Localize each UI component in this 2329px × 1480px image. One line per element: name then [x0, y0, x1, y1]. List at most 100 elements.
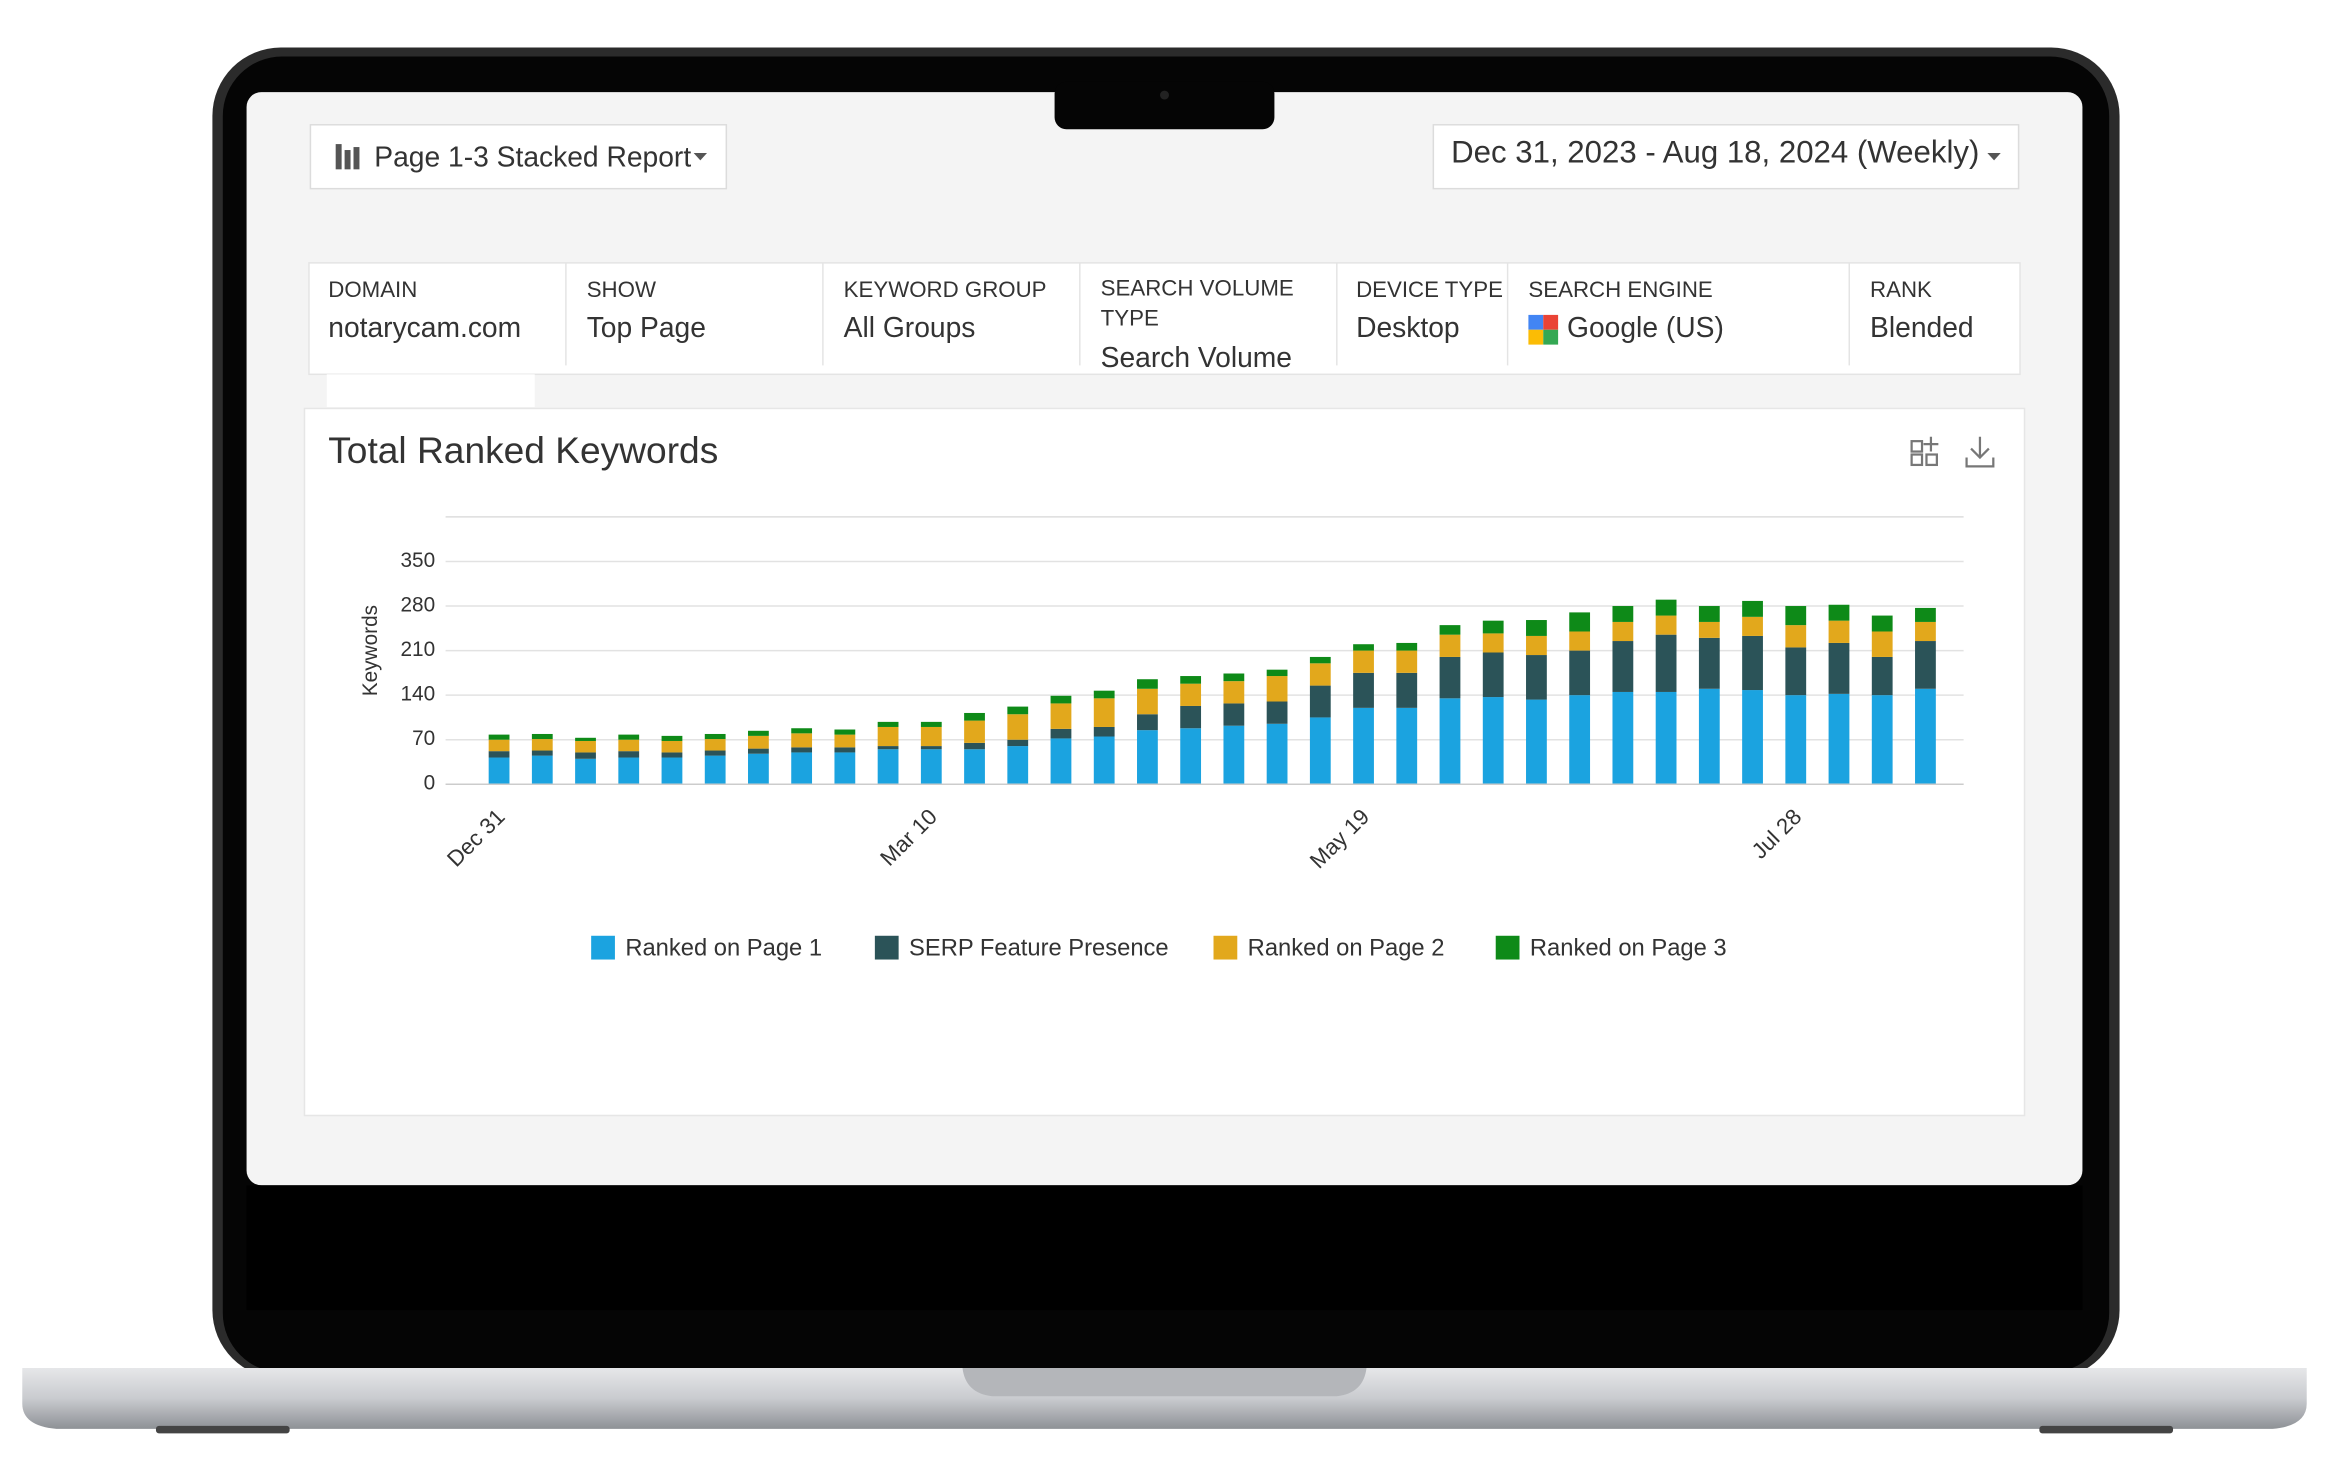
filter-value[interactable]: Top Page [587, 311, 706, 343]
bar-segment [920, 726, 942, 747]
bar-segment [1612, 641, 1634, 692]
y-tick-label: 0 [424, 772, 436, 795]
bar-segment [1007, 739, 1029, 747]
legend-label[interactable]: SERP Feature Presence [909, 934, 1169, 961]
filter-label: SHOW [587, 277, 656, 302]
bar-segment [1266, 701, 1288, 724]
legend-swatch [591, 935, 615, 960]
bar-segment [531, 733, 553, 740]
bar-segment [1828, 642, 1850, 694]
y-tick-label: 350 [401, 549, 436, 572]
filter-label-box: SEARCH VOLUME TYPE [1101, 276, 1294, 331]
y-tick-label: 210 [401, 638, 436, 661]
filter-value[interactable]: Desktop [1356, 311, 1460, 343]
google-icon-part [1543, 329, 1559, 345]
bar-segment [1353, 650, 1374, 673]
filter-value[interactable]: Blended [1870, 311, 1974, 343]
bar-segment [1309, 656, 1331, 664]
google-icon-part [1528, 329, 1544, 345]
bar-segment [618, 739, 640, 752]
bar-segment [748, 735, 769, 749]
bar-segment [661, 752, 683, 758]
bar-segment [1871, 695, 1893, 785]
bar-segment [1698, 606, 1720, 622]
bar-segment [964, 712, 985, 721]
bar-segment [531, 750, 553, 756]
bar-segment [1569, 650, 1591, 696]
bar-segment [1050, 703, 1072, 729]
date-dropdown[interactable] [1432, 124, 2020, 190]
bar-segment [1007, 706, 1029, 715]
bar-segment [1785, 695, 1807, 785]
legend-label[interactable]: Ranked on Page 3 [1530, 934, 1727, 961]
date-range[interactable]: Dec 31, 2023 - Aug 18, 2024 (Weekly) [1451, 135, 1979, 170]
bar-segment [1223, 703, 1245, 726]
bar-segment [618, 734, 640, 740]
filter-bar [308, 262, 2021, 376]
legend-label[interactable]: Ranked on Page 1 [625, 934, 822, 961]
bar-segment [1612, 621, 1634, 642]
bar-segment [1828, 604, 1850, 621]
bar-segment [1137, 730, 1158, 785]
bar-segment [661, 740, 683, 753]
filter-label: DEVICE TYPE [1356, 277, 1503, 302]
bar-segment [1698, 621, 1720, 638]
foot [2039, 1425, 2174, 1434]
bar-segment [1007, 714, 1029, 740]
bar-segment [791, 752, 813, 785]
report-dropdown[interactable] [309, 124, 728, 190]
bar-segment [1396, 707, 1418, 785]
bar-segment [791, 747, 813, 753]
bar-segment [1785, 606, 1807, 626]
bar-segment [1655, 615, 1677, 635]
bar-segment [1180, 676, 1202, 684]
bar-segment [1223, 673, 1245, 682]
bar-segment [704, 755, 726, 785]
bar-segment [791, 733, 813, 748]
bar-segment [1439, 625, 1461, 635]
bar-segment [1655, 634, 1677, 692]
filter-value[interactable]: notarycam.com [328, 311, 521, 343]
bar-segment [1698, 637, 1720, 689]
bar-segment [964, 749, 985, 785]
bar-segment [488, 751, 510, 758]
filter-value[interactable]: All Groups [844, 311, 976, 343]
bar-segment [748, 730, 769, 736]
bar-segment [1526, 699, 1547, 785]
caret [693, 152, 708, 161]
legend-swatch [1213, 935, 1238, 960]
filter-label: RANK [1870, 277, 1932, 302]
report-title[interactable]: Page 1-3 Stacked Report [374, 140, 691, 172]
bar-segment [1309, 663, 1331, 686]
y-tick-label: 280 [401, 594, 436, 617]
bar-segment [1482, 620, 1504, 634]
download-icon[interactable] [1965, 436, 1995, 468]
bar-segment [1915, 641, 1936, 689]
filter-tab [326, 374, 535, 407]
bar-segment [1309, 717, 1331, 785]
bar-segment [1180, 705, 1202, 729]
bar-segment [1742, 600, 1763, 617]
bar-segment [1353, 707, 1374, 785]
bar-segment [834, 734, 856, 748]
bar-segment [1137, 714, 1158, 731]
bar-segment [661, 757, 683, 785]
bar-segment [1396, 642, 1418, 651]
bar-segment [488, 757, 510, 785]
bar-segment [1439, 634, 1461, 657]
bar-segment [1655, 691, 1677, 785]
report-icon [335, 144, 360, 170]
bar-segment [488, 734, 510, 740]
bar-segment [1007, 746, 1029, 785]
filter-value[interactable]: Google (US) [1567, 311, 1724, 343]
add-widget-icon[interactable] [1910, 436, 1939, 467]
bar-segment [1223, 681, 1245, 704]
filter-value[interactable]: Search Volume [1101, 341, 1292, 373]
caret [1987, 152, 2001, 161]
bar-segment [748, 753, 769, 785]
bar-segment [1439, 698, 1461, 785]
bar-segment [1266, 676, 1288, 702]
legend-label[interactable]: Ranked on Page 2 [1248, 934, 1445, 961]
bar-segment [877, 726, 899, 747]
base [22, 1367, 2307, 1429]
